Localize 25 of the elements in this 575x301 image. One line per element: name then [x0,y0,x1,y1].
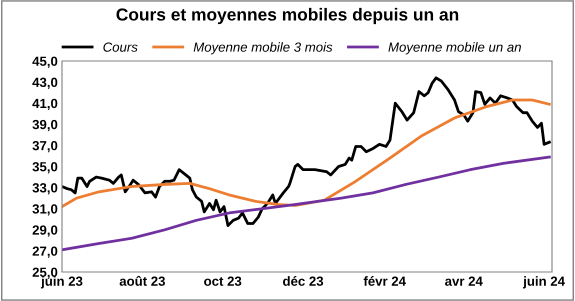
y-tick-label: 27,0 [32,246,58,258]
y-tick-label: 31,0 [32,204,58,216]
x-tick-label: août 23 [120,276,165,286]
x-tick-label: avr 24 [445,276,483,286]
y-tick-label: 39,0 [32,120,58,132]
y-tick-label: 45,0 [32,56,58,68]
legend-label: Moyenne mobile 3 mois [194,42,332,54]
y-tick-label: 37,0 [32,140,58,152]
line-series [62,98,551,208]
legend-label: Moyenne mobile un an [388,42,521,54]
x-tick-label: oct 23 [204,276,242,286]
y-tick-label: 33,0 [32,183,58,194]
legend-label: Cours [103,42,138,52]
line-series [62,156,551,252]
y-tick-label: 41,0 [32,98,58,110]
x-tick-label: févr 24 [364,276,406,286]
y-tick-label: 43,0 [32,78,58,89]
line-series [62,76,551,227]
y-tick-label: 25,0 [32,268,58,279]
chart-title: Cours et moyennes mobiles depuis un an [116,8,458,24]
y-tick-label: 35,0 [32,162,58,174]
x-tick-label: juin 24 [522,276,565,288]
x-tick-label: déc 23 [283,276,324,286]
x-tick-label: juin 23 [40,276,82,288]
y-tick-label: 29,0 [32,225,58,237]
